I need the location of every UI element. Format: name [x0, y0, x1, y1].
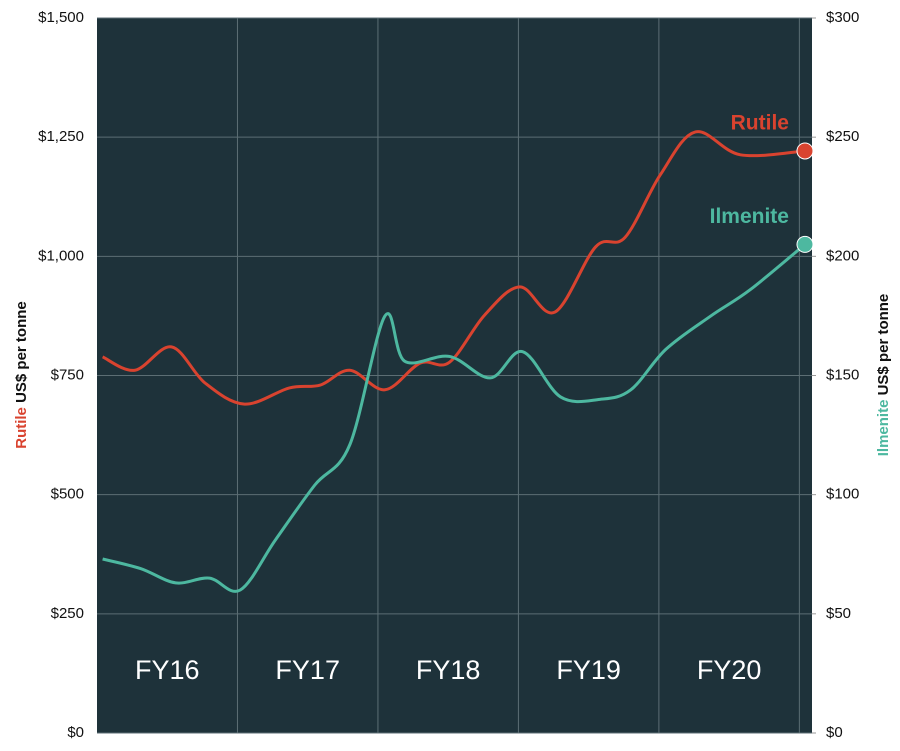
y-tick-label: $0 — [67, 724, 84, 741]
y-tick-label: $1,000 — [38, 247, 84, 264]
series-line — [101, 130, 806, 406]
axis-title-unit: US$ per tonne — [875, 294, 892, 396]
y-tick-label: $500 — [51, 486, 84, 503]
y-tick-label: $250 — [51, 605, 84, 622]
series-line — [102, 243, 806, 593]
y-tick-label: $1,500 — [38, 9, 84, 26]
y2-tick-label: $0 — [826, 724, 843, 741]
axis-title-series: Ilmenite — [875, 400, 892, 457]
y2-tick-label: $300 — [826, 9, 859, 26]
y2-tick-label: $200 — [826, 247, 859, 264]
end-point — [796, 142, 814, 160]
y-tick-label: $1,250 — [38, 128, 84, 145]
axis-title: Ilmenite US$ per tonne — [875, 294, 892, 457]
axis-title: Rutile US$ per tonne — [13, 301, 30, 449]
y2-tick-label: $100 — [826, 486, 859, 503]
series-label: Rutile — [731, 112, 789, 135]
series-label: Ilmenite — [710, 205, 789, 228]
y2-tick-label: $50 — [826, 605, 851, 622]
category-label: FY20 — [697, 655, 762, 685]
end-point — [796, 235, 814, 253]
axis-title-series: Rutile — [13, 407, 30, 449]
y2-tick-label: $250 — [826, 128, 859, 145]
y-tick-label: $750 — [51, 366, 84, 383]
axis-title-unit: US$ per tonne — [13, 301, 30, 403]
category-label: FY18 — [416, 655, 481, 685]
category-label: FY19 — [556, 655, 621, 685]
category-label: FY16 — [135, 655, 200, 685]
y2-tick-label: $150 — [826, 366, 859, 383]
category-label: FY17 — [275, 655, 340, 685]
